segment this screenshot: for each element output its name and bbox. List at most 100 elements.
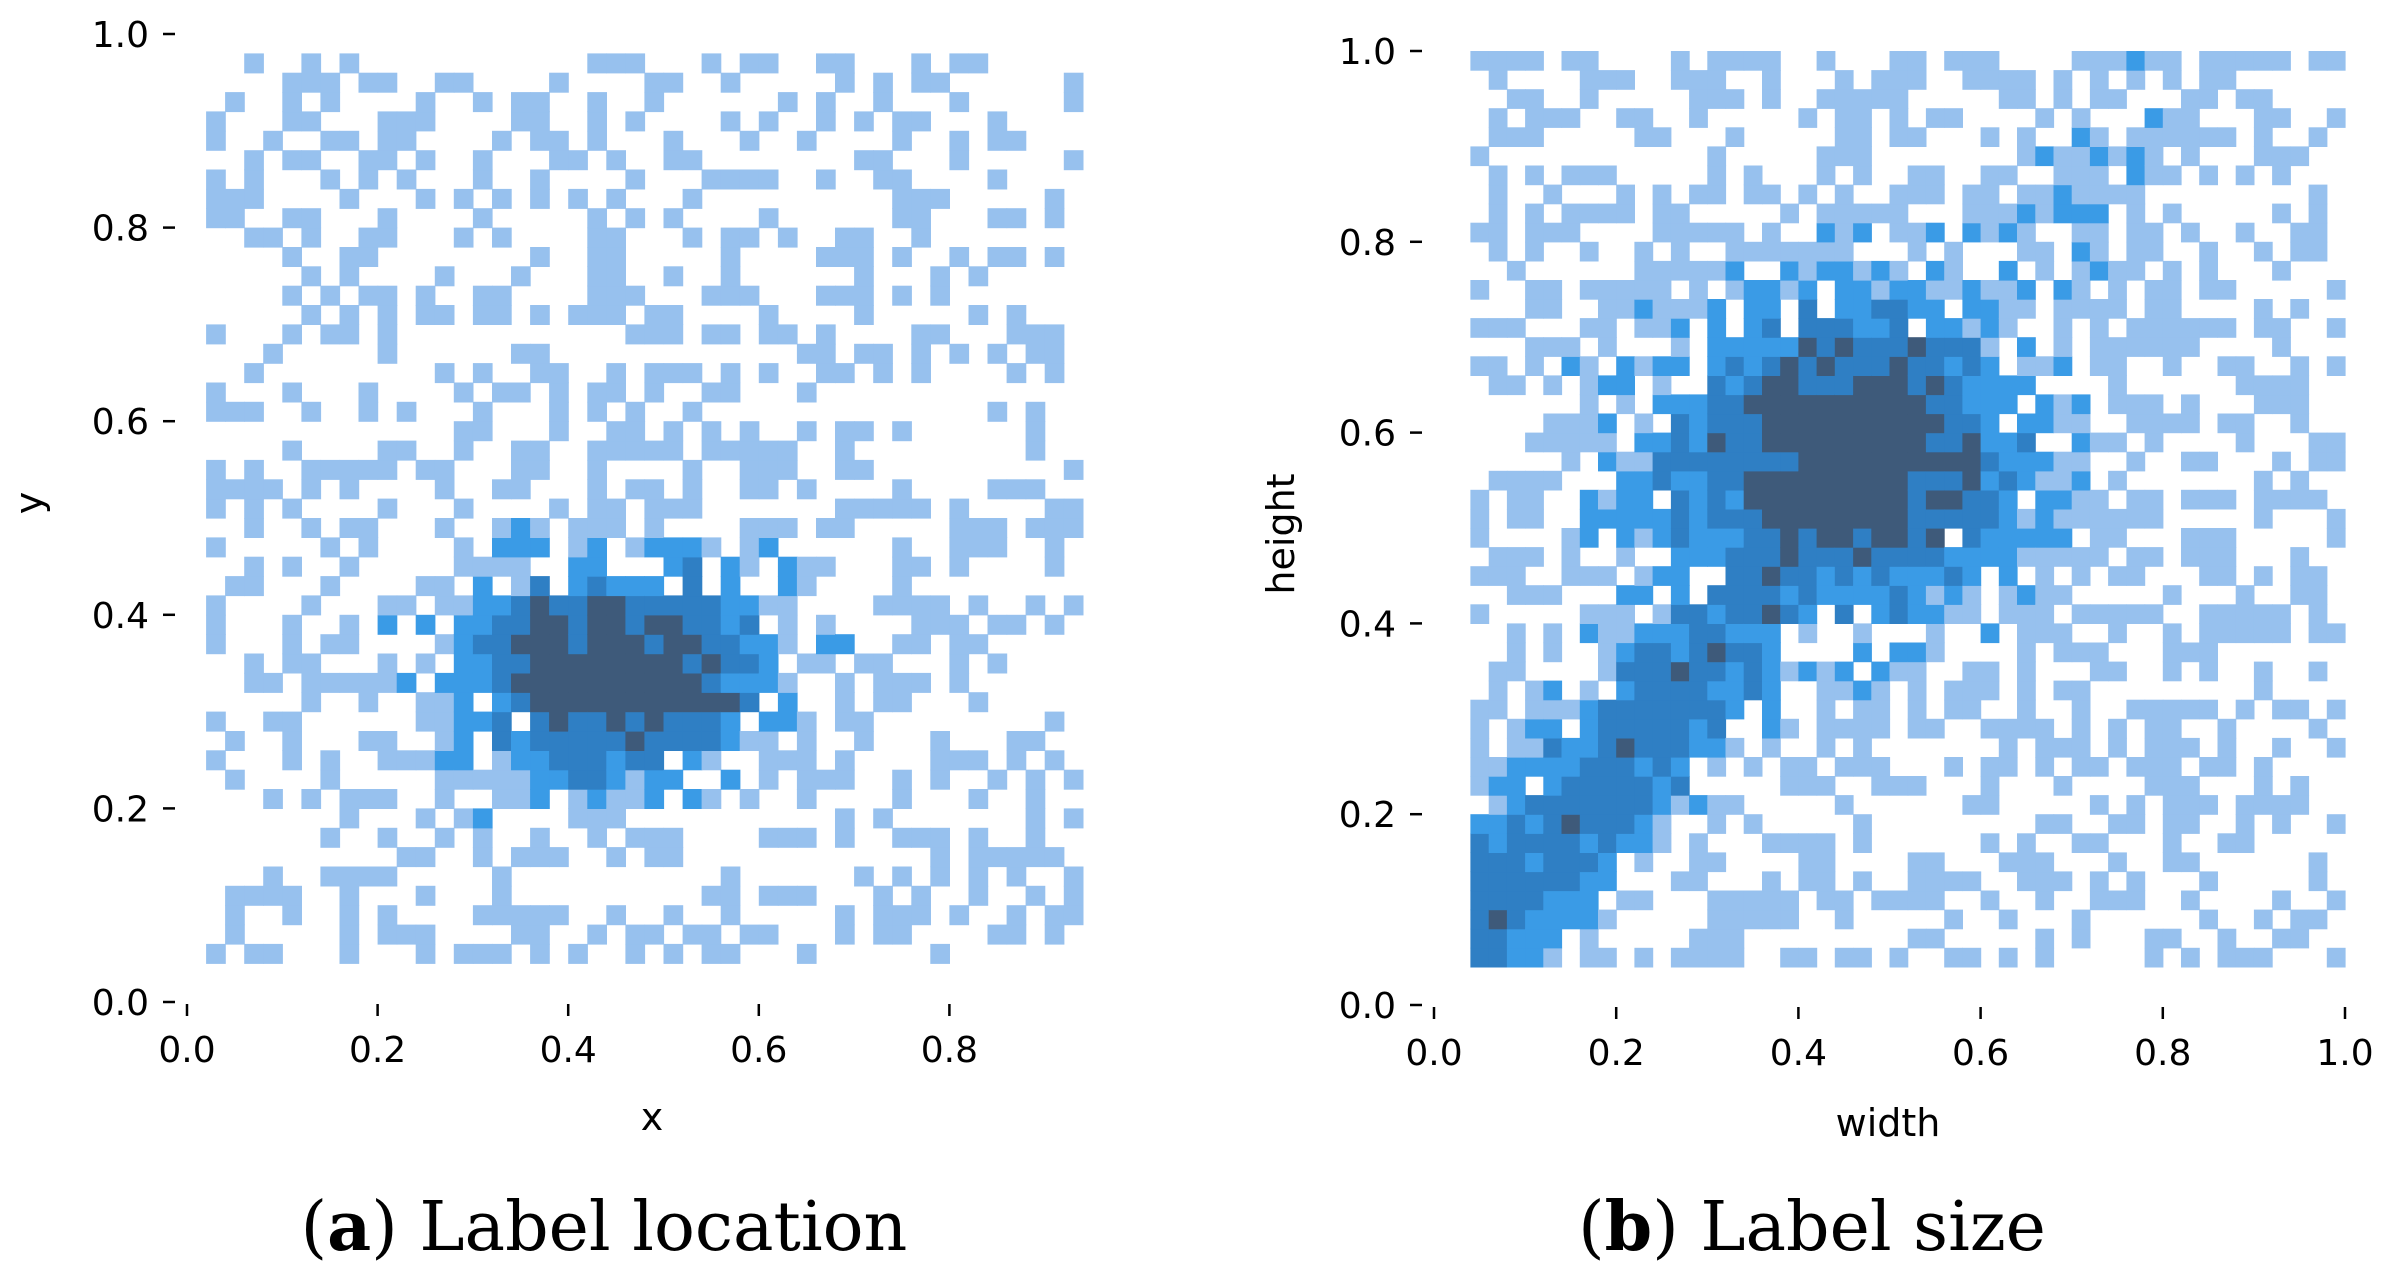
heatmap-cell	[1598, 661, 1617, 682]
heatmap-cell	[644, 363, 665, 384]
heatmap-cell	[1543, 470, 1563, 491]
heatmap-cell	[1925, 108, 1945, 128]
heatmap-cell	[1780, 337, 1799, 357]
heatmap-cell	[2017, 413, 2036, 434]
heatmap-cell	[1670, 222, 1690, 243]
heatmap-cell	[2017, 661, 2036, 682]
heatmap-cell	[339, 614, 360, 635]
heatmap-cell	[2308, 432, 2328, 453]
heatmap-cell	[1025, 769, 1046, 790]
heatmap-cell	[1689, 642, 1708, 663]
heatmap-cell	[1525, 757, 1544, 777]
heatmap-cell	[1616, 737, 1635, 758]
heatmap-cell	[396, 111, 417, 132]
heatmap-cell	[1853, 814, 1872, 834]
heatmap-cell	[1871, 604, 1891, 624]
heatmap-cell	[2053, 280, 2073, 300]
heatmap-cell	[1707, 604, 1727, 624]
heatmap-cell	[1925, 585, 1945, 605]
heatmap-cell	[1044, 614, 1065, 635]
heatmap-cell	[206, 750, 226, 771]
heatmap-cell	[930, 943, 950, 964]
heatmap-cell	[1834, 413, 1854, 434]
heatmap-cell	[1488, 890, 1508, 911]
heatmap-cell	[2217, 718, 2237, 739]
heatmap-cell	[2181, 699, 2200, 720]
heatmap-cell	[2071, 241, 2091, 262]
heatmap-cell	[987, 537, 1008, 558]
heatmap-cell	[625, 537, 646, 558]
heatmap-cell	[835, 692, 855, 713]
heatmap-cell	[644, 382, 665, 403]
heatmap-cell	[1998, 375, 2018, 396]
heatmap-cell	[1598, 432, 1617, 453]
heatmap-cell	[1707, 718, 1727, 739]
heatmap-cell	[1998, 528, 2018, 548]
heatmap-cell	[1634, 623, 1654, 644]
heatmap-cell	[511, 576, 531, 597]
heatmap-cell	[1579, 757, 1599, 777]
heatmap-cell	[1543, 413, 1563, 434]
heatmap-cell	[968, 518, 989, 538]
heatmap-cell	[1506, 814, 1526, 834]
heatmap-cell	[930, 866, 950, 887]
heatmap-cell	[949, 556, 970, 577]
heatmap-cell	[1907, 699, 1927, 720]
heatmap-cell	[511, 924, 531, 945]
heatmap-cell	[1579, 699, 1599, 720]
heatmap-cell	[2308, 871, 2328, 892]
heatmap-cell	[1980, 623, 2000, 644]
heatmap-cell	[625, 324, 646, 345]
heatmap-cell	[1670, 623, 1690, 644]
heatmap-cell	[1707, 470, 1727, 491]
heatmap-cell	[1470, 776, 1490, 796]
heatmap-cell	[1044, 847, 1065, 868]
heatmap-cell	[1743, 241, 1763, 262]
heatmap-cell	[1980, 451, 2000, 472]
heatmap-cell	[644, 324, 665, 345]
panel-a-label-location: 0.0 0.2 0.4 0.6 0.80.00.20.40.60.81.0 x y (a…	[7, 15, 1084, 1267]
heatmap-cell	[2089, 795, 2109, 815]
heatmap-cell	[530, 847, 550, 868]
heatmap-cell	[1907, 680, 1927, 701]
heatmap-cell	[1998, 299, 2018, 319]
heatmap-cell	[1598, 699, 1617, 720]
heatmap-cell	[358, 866, 379, 887]
heatmap-cell	[1470, 737, 1490, 758]
heatmap-cell	[1561, 547, 1581, 567]
heatmap-cell	[511, 653, 531, 674]
heatmap-cell	[225, 401, 245, 422]
heatmap-cell	[1762, 470, 1781, 491]
heatmap-cell	[1543, 814, 1563, 834]
heatmap-cell	[282, 653, 302, 674]
heatmap-cell	[1780, 432, 1799, 453]
heatmap-cell	[2144, 776, 2164, 796]
heatmap-cell	[2217, 737, 2237, 758]
heatmap-cell	[1470, 604, 1490, 624]
heatmap-cell	[377, 498, 398, 519]
heatmap-cell	[1506, 928, 1526, 949]
heatmap-cell	[1798, 432, 1818, 453]
heatmap-cell	[2162, 623, 2182, 644]
heatmap-cell	[1853, 566, 1872, 586]
heatmap-cell	[1506, 947, 1526, 968]
heatmap-cell	[1670, 299, 1690, 319]
heatmap-cell	[682, 576, 703, 597]
heatmap-cell	[1725, 337, 1745, 357]
heatmap-cell	[587, 653, 607, 674]
heatmap-cell	[1634, 566, 1654, 586]
heatmap-cell	[339, 324, 360, 345]
heatmap-cell	[2144, 508, 2164, 529]
heatmap-cell	[1598, 795, 1617, 815]
heatmap-cell	[2217, 757, 2237, 777]
heatmap-cell	[625, 285, 646, 306]
heatmap-cell	[396, 169, 417, 190]
heatmap-cell	[2162, 356, 2182, 376]
heatmap-cell	[1834, 661, 1854, 682]
heatmap-cell	[1834, 108, 1854, 128]
heatmap-cell	[206, 169, 226, 190]
heatmap-cell	[1006, 731, 1027, 751]
heatmap-cell	[2326, 890, 2346, 911]
heatmap-cell	[2071, 547, 2091, 567]
heatmap-cell	[663, 672, 684, 693]
